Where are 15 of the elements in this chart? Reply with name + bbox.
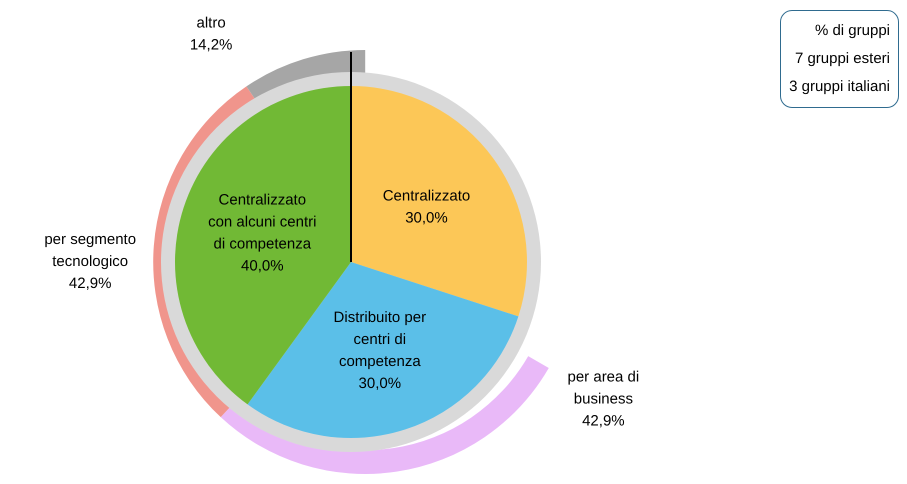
data-label: 30,0% (358, 374, 402, 392)
slice-label: per segmento tecnologico (44, 231, 136, 270)
data-label: 40,0% (241, 257, 284, 274)
slice-label: Centralizzato con alcuni centri di competenza (208, 191, 316, 252)
text: 3 gruppi italiani (789, 77, 890, 97)
slice-label: Distribuito per centri di competenza (334, 308, 426, 370)
slice-label: altro (196, 14, 226, 32)
data-label: 14,2% (190, 36, 232, 54)
slice-label: Centralizzato (382, 187, 470, 204)
data-label: 30,0% (405, 209, 448, 226)
data-label: 42,9% (68, 275, 112, 292)
data-label: 42,9% (582, 412, 625, 430)
text: 7 gruppi esteri (794, 49, 890, 69)
text: % di gruppi (814, 21, 890, 41)
slice-label: per area di business (568, 368, 640, 408)
